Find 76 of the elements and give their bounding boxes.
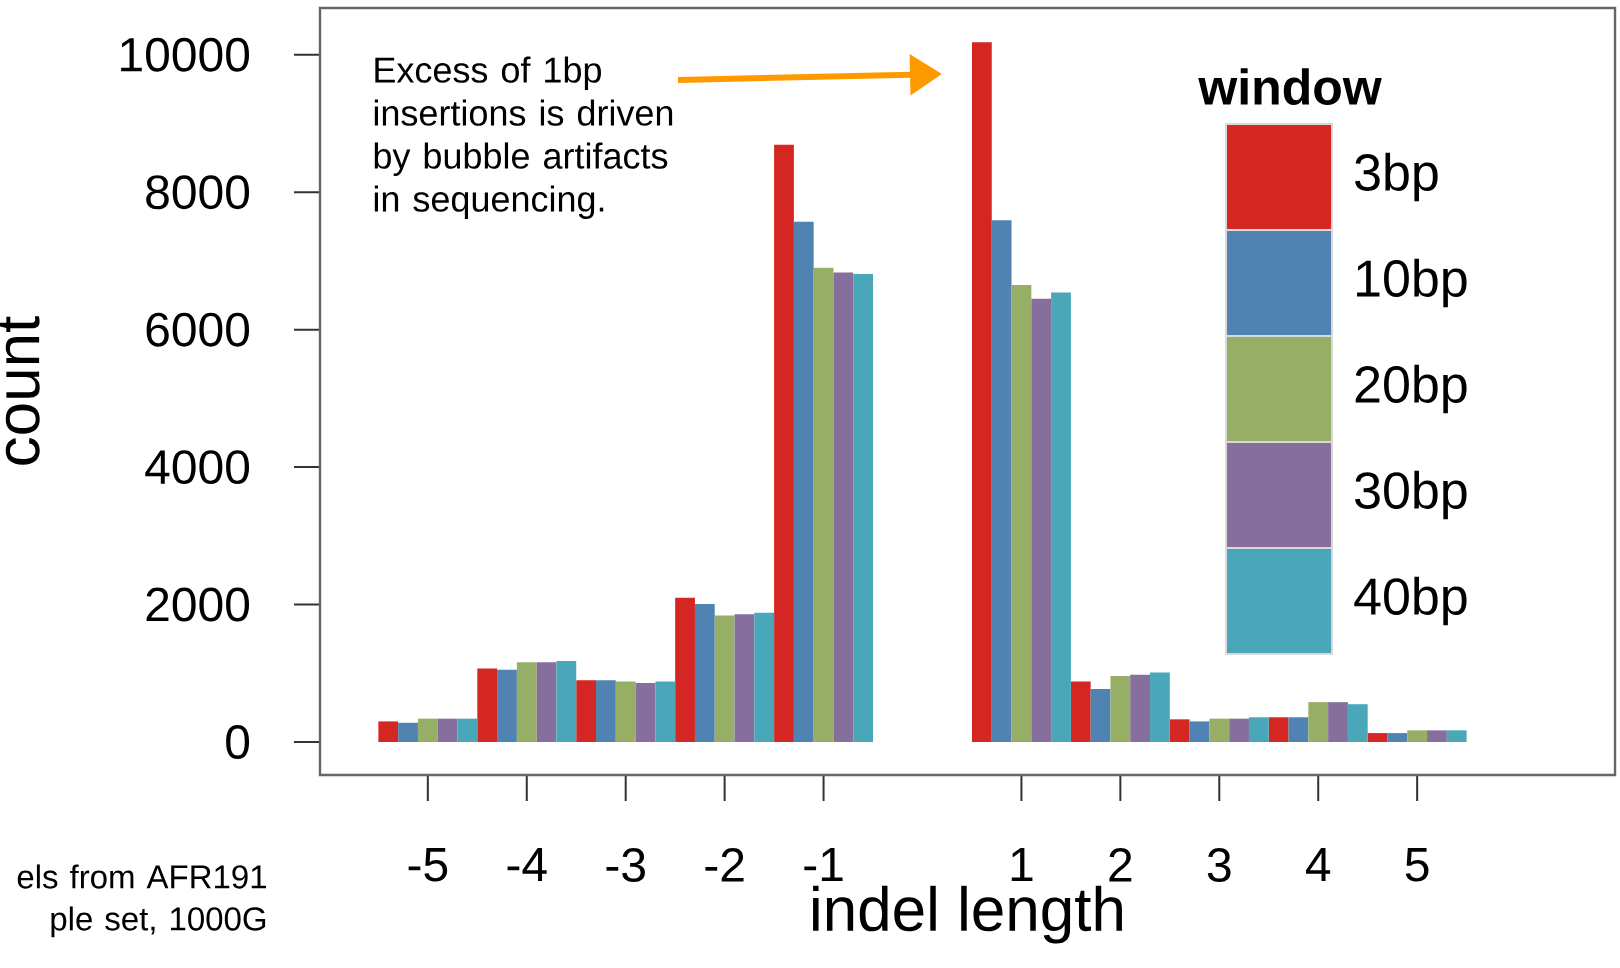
y-tick-label: 10000 <box>121 37 250 72</box>
x-tick-label: -2 <box>705 848 744 882</box>
bar <box>1110 676 1131 743</box>
bar <box>734 614 755 743</box>
bar <box>398 722 418 743</box>
x-tick-label: 4 <box>1305 848 1331 882</box>
bar <box>417 718 438 743</box>
bar <box>1169 719 1190 743</box>
x-tick-label: 2 <box>1109 848 1132 882</box>
bar <box>694 603 715 743</box>
x-tick-label: 5 <box>1405 848 1429 882</box>
annotation: Excess of 1bp insertions is driven by bubble artifacts in sequencing. <box>374 56 673 219</box>
bar <box>1308 702 1329 743</box>
y-tick-label: 4000 <box>145 450 250 485</box>
bar <box>971 42 992 743</box>
bar <box>833 272 854 743</box>
bar <box>497 669 517 743</box>
bar <box>556 660 577 743</box>
bar <box>754 612 775 743</box>
bar <box>1011 284 1032 743</box>
text: els from AFR191 ple set, 1000G <box>17 864 266 938</box>
bar <box>516 662 537 743</box>
bar <box>615 681 636 743</box>
bar <box>1051 292 1071 743</box>
bar <box>991 220 1012 743</box>
bar <box>1248 717 1269 743</box>
x-tick-label: 3 <box>1207 848 1231 883</box>
bar <box>437 718 458 743</box>
x-tick-label: -1 <box>804 848 843 882</box>
x-tick-label: -3 <box>606 848 645 883</box>
bar <box>1031 298 1052 743</box>
x-tick-label: 1 <box>1011 848 1033 882</box>
bar <box>1189 721 1210 743</box>
x-axis-title: indel length <box>813 885 1122 944</box>
bar <box>1427 730 1447 743</box>
legend-label: 20bp <box>1355 364 1467 414</box>
bar <box>1288 717 1309 743</box>
bar <box>1407 730 1428 743</box>
bar <box>596 680 616 743</box>
bar <box>1130 674 1151 743</box>
bar <box>1446 730 1467 743</box>
bar <box>853 273 874 743</box>
bar <box>536 662 557 743</box>
legend-label: 10bp <box>1357 258 1467 308</box>
bar <box>1347 704 1368 743</box>
bar <box>1387 733 1408 743</box>
bar <box>1209 718 1230 743</box>
bar <box>457 718 478 743</box>
bar <box>1268 717 1289 743</box>
x-tick-label: -5 <box>408 848 448 882</box>
x-tick-label: -4 <box>507 848 547 882</box>
bar <box>714 615 735 743</box>
bar <box>1328 702 1348 743</box>
bar <box>793 221 814 743</box>
y-tick-label: 8000 <box>146 175 250 210</box>
bar <box>1090 689 1111 743</box>
bar <box>1367 733 1388 743</box>
y-tick-label: 2000 <box>146 587 250 622</box>
y-tick-label: 0 <box>226 725 250 760</box>
bar <box>477 668 498 743</box>
legend-title: window <box>1198 68 1382 105</box>
y-axis-title: count <box>0 316 40 465</box>
bar <box>1229 718 1249 743</box>
bar <box>378 721 399 743</box>
bar <box>813 267 834 743</box>
bar <box>774 144 794 743</box>
legend-label: 30bp <box>1355 470 1467 520</box>
bar <box>576 680 597 743</box>
bar <box>635 682 656 743</box>
bar <box>1070 681 1091 743</box>
legend-label: 3bp <box>1355 152 1438 202</box>
legend-label: 40bp <box>1354 576 1467 626</box>
bar <box>655 681 676 743</box>
bar <box>1150 672 1170 743</box>
bar <box>675 597 695 743</box>
y-tick-label: 6000 <box>146 312 250 347</box>
